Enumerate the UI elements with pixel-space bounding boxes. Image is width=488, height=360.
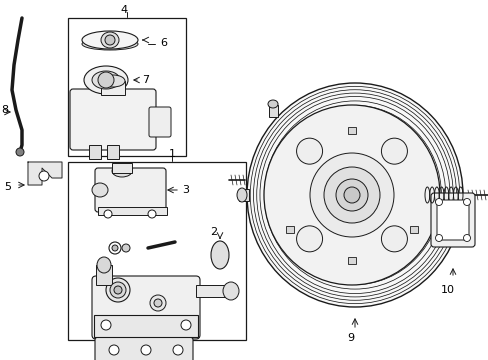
Circle shape — [296, 226, 322, 252]
Circle shape — [109, 345, 119, 355]
Ellipse shape — [105, 35, 115, 45]
FancyBboxPatch shape — [95, 168, 165, 212]
Ellipse shape — [309, 153, 393, 237]
FancyBboxPatch shape — [436, 200, 468, 240]
Text: 1: 1 — [168, 149, 175, 159]
Bar — [409, 226, 418, 233]
Text: 6: 6 — [160, 38, 167, 48]
Text: 9: 9 — [347, 333, 354, 343]
Text: 2: 2 — [210, 227, 217, 237]
Ellipse shape — [101, 32, 119, 48]
Circle shape — [110, 282, 126, 298]
Circle shape — [39, 171, 49, 181]
Ellipse shape — [210, 241, 228, 269]
Ellipse shape — [92, 183, 108, 197]
FancyBboxPatch shape — [430, 193, 474, 247]
Circle shape — [435, 198, 442, 206]
Bar — [112, 163, 132, 173]
Bar — [68, 162, 245, 340]
Bar — [107, 145, 119, 159]
Polygon shape — [28, 162, 62, 185]
Circle shape — [112, 245, 118, 251]
Circle shape — [148, 210, 156, 218]
Bar — [285, 226, 293, 233]
Circle shape — [181, 320, 191, 330]
Bar — [98, 207, 167, 215]
FancyBboxPatch shape — [92, 276, 200, 339]
Ellipse shape — [84, 66, 128, 94]
Ellipse shape — [223, 282, 239, 300]
Bar — [347, 127, 355, 134]
Ellipse shape — [82, 31, 138, 49]
Bar — [94, 315, 198, 337]
Circle shape — [381, 138, 407, 164]
Circle shape — [16, 148, 24, 156]
Bar — [268, 105, 278, 117]
Ellipse shape — [112, 165, 132, 177]
FancyBboxPatch shape — [149, 107, 171, 137]
Ellipse shape — [335, 179, 367, 211]
Circle shape — [435, 234, 442, 242]
Circle shape — [463, 234, 469, 242]
Ellipse shape — [267, 100, 278, 108]
Ellipse shape — [101, 75, 125, 87]
Bar — [196, 285, 230, 297]
Ellipse shape — [246, 83, 462, 307]
Circle shape — [463, 198, 469, 206]
Ellipse shape — [82, 38, 138, 50]
Circle shape — [173, 345, 183, 355]
Text: 7: 7 — [142, 75, 149, 85]
Text: 5: 5 — [4, 182, 12, 192]
Circle shape — [109, 242, 121, 254]
Circle shape — [101, 320, 111, 330]
Ellipse shape — [98, 72, 114, 88]
Bar — [68, 18, 185, 156]
Bar — [101, 81, 125, 95]
Circle shape — [114, 286, 122, 294]
Ellipse shape — [324, 167, 379, 223]
Ellipse shape — [237, 188, 246, 202]
Circle shape — [141, 345, 151, 355]
Ellipse shape — [264, 105, 439, 285]
Ellipse shape — [92, 71, 120, 89]
Text: 10: 10 — [440, 285, 454, 295]
Circle shape — [154, 299, 162, 307]
Bar — [347, 257, 355, 264]
Bar — [96, 265, 112, 285]
Bar — [89, 145, 101, 159]
Text: 4: 4 — [120, 5, 127, 15]
Circle shape — [122, 244, 130, 252]
Text: 3: 3 — [182, 185, 189, 195]
Bar — [239, 189, 248, 201]
Circle shape — [106, 278, 130, 302]
Ellipse shape — [97, 257, 111, 273]
FancyBboxPatch shape — [95, 337, 193, 360]
Circle shape — [104, 210, 112, 218]
FancyBboxPatch shape — [70, 89, 156, 150]
Text: 8: 8 — [1, 105, 8, 115]
Circle shape — [296, 138, 322, 164]
Ellipse shape — [343, 187, 359, 203]
Circle shape — [150, 295, 165, 311]
Circle shape — [381, 226, 407, 252]
